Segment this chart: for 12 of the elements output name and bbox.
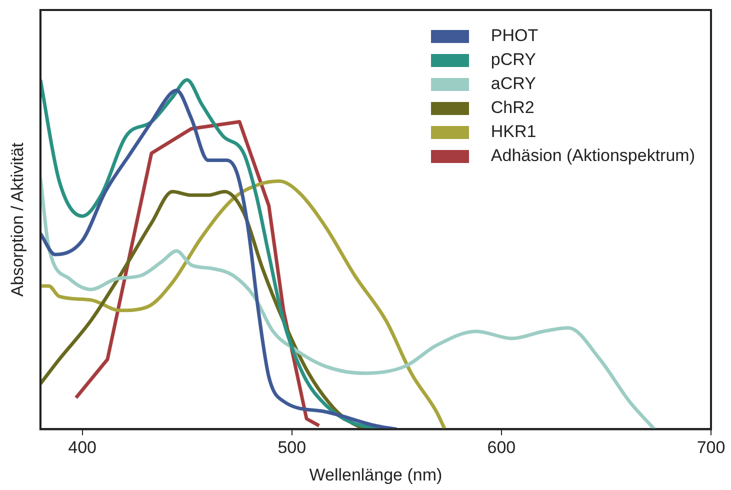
legend-label: Adhäsion (Aktionspektrum) xyxy=(490,146,695,166)
legend-label: aCRY xyxy=(490,74,536,94)
legend-label: pCRY xyxy=(490,50,536,70)
x-axis-title: Wellenlänge (nm) xyxy=(309,465,442,484)
x-tick-label: 500 xyxy=(278,438,306,458)
legend-label: ChR2 xyxy=(490,98,534,118)
x-tick-label: 400 xyxy=(68,438,96,458)
legend-label: PHOT xyxy=(490,26,538,46)
legend-label: HKR1 xyxy=(490,122,536,142)
x-tick-label: 600 xyxy=(487,438,516,458)
x-tick-label: 700 xyxy=(696,438,726,458)
y-axis-title: Absorption / Aktivität xyxy=(8,142,27,297)
